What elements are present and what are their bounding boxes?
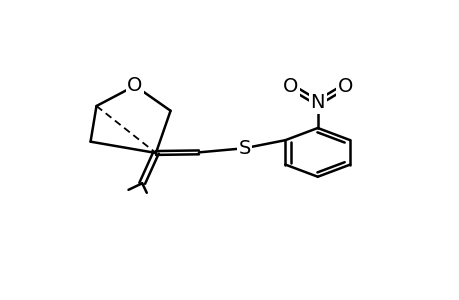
Text: S: S xyxy=(238,139,250,158)
Text: O: O xyxy=(282,77,297,96)
Text: O: O xyxy=(337,77,352,96)
Text: N: N xyxy=(310,93,325,112)
Text: O: O xyxy=(127,76,142,95)
